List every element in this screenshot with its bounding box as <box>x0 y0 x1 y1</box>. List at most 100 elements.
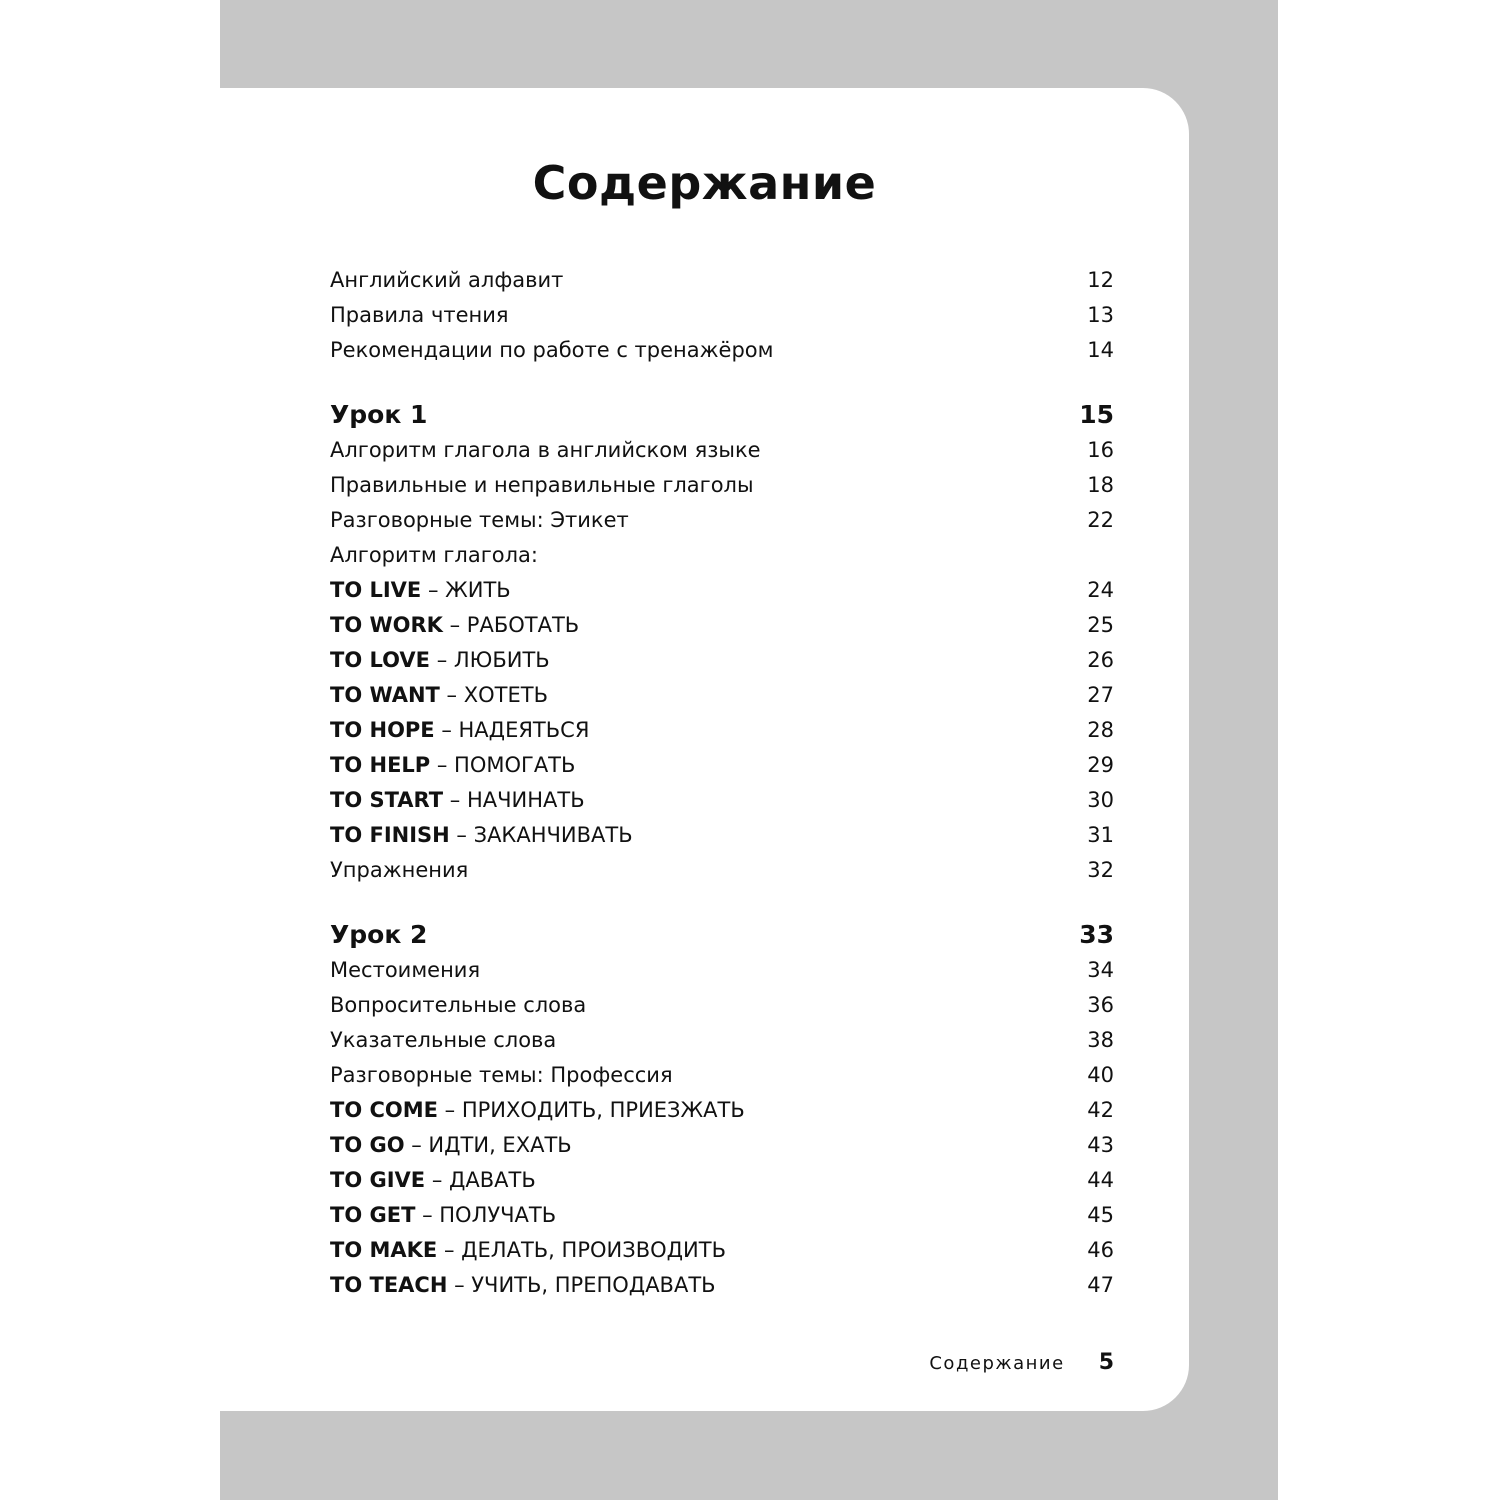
entry-page: 27 <box>1087 682 1114 707</box>
entry-text: – ИДТИ, ЕХАТЬ <box>404 1132 572 1157</box>
entry-title: Правила чтения <box>330 303 509 327</box>
entry-bold-term: TO WORK <box>330 612 443 637</box>
entry-bold-term: TO TEACH <box>330 1272 448 1297</box>
footer-section-name: Содержание <box>929 1353 1065 1374</box>
entry-text: – ПОЛУЧАТЬ <box>415 1202 557 1227</box>
entry-page: 40 <box>1087 1062 1114 1087</box>
entry-page: 43 <box>1087 1132 1114 1157</box>
entry-text: – НАЧИНАТЬ <box>443 787 585 812</box>
entry-title: TO WORK – РАБОТАТЬ <box>330 613 579 637</box>
entry-text: – ХОТЕТЬ <box>439 682 548 707</box>
entry-title: Указательные слова <box>330 1028 556 1052</box>
entry-page: 46 <box>1087 1237 1114 1262</box>
entry-bold-term: TO HOPE <box>330 717 435 742</box>
entry-title: Разговорные темы: Профессия <box>330 1063 673 1087</box>
toc-entry: Правильные и неправильные глаголы 18 <box>330 467 1114 502</box>
entry-title: TO GIVE – ДАВАТЬ <box>330 1168 536 1192</box>
entry-page: 26 <box>1087 647 1114 672</box>
toc-entry: Правила чтения 13 <box>330 297 1114 332</box>
entry-text: Правила чтения <box>330 302 509 327</box>
entry-text: – УЧИТЬ, ПРЕПОДАВАТЬ <box>447 1272 716 1297</box>
entry-bold-term: TO GIVE <box>330 1167 426 1192</box>
entry-title: TO TEACH – УЧИТЬ, ПРЕПОДАВАТЬ <box>330 1273 716 1297</box>
entry-title: Урок 1 <box>330 399 428 429</box>
entry-title: Английский алфавит <box>330 268 563 292</box>
entry-text: Алгоритм глагола: <box>330 542 538 567</box>
entry-page: 42 <box>1087 1097 1114 1122</box>
toc-entry: Упражнения 32 <box>330 852 1114 887</box>
entry-page: 14 <box>1087 337 1114 362</box>
entry-title: TO MAKE – ДЕЛАТЬ, ПРОИЗВОДИТЬ <box>330 1238 726 1262</box>
entry-title: TO HOPE – НАДЕЯТЬСЯ <box>330 718 589 742</box>
entry-page: 47 <box>1087 1272 1114 1297</box>
entry-title: Алгоритм глагола: <box>330 543 538 567</box>
entry-text: Английский алфавит <box>330 267 564 292</box>
toc-entry: TO FINISH – ЗАКАНЧИВАТЬ 31 <box>330 817 1114 852</box>
toc-entry: Английский алфавит 12 <box>330 262 1114 297</box>
entry-bold-term: TO LIVE <box>330 577 422 602</box>
entry-title: Алгоритм глагола в английском языке <box>330 438 761 462</box>
entry-text: Рекомендации по работе с тренажёром <box>330 337 774 362</box>
entry-title: TO GET – ПОЛУЧАТЬ <box>330 1203 556 1227</box>
entry-text: – ПРИХОДИТЬ, ПРИЕЗЖАТЬ <box>438 1097 745 1122</box>
entry-text: – ДЕЛАТЬ, ПРОИЗВОДИТЬ <box>437 1237 726 1262</box>
entry-text: Упражнения <box>330 857 469 882</box>
entry-title: TO START – НАЧИНАТЬ <box>330 788 585 812</box>
entry-text: Разговорные темы: Этикет <box>330 507 629 532</box>
entry-bold-term: TO WANT <box>330 682 440 707</box>
entry-title: Рекомендации по работе с тренажёром <box>330 338 774 362</box>
toc-entry: Местоимения 34 <box>330 952 1114 987</box>
entry-bold-term: TO GET <box>330 1202 416 1227</box>
toc-entry: TO HELP – ПОМОГАТЬ 29 <box>330 747 1114 782</box>
entry-page: 12 <box>1087 267 1114 292</box>
entry-text: Разговорные темы: Профессия <box>330 1062 673 1087</box>
toc-entry: TO GET – ПОЛУЧАТЬ 45 <box>330 1197 1114 1232</box>
toc-entry: TO MAKE – ДЕЛАТЬ, ПРОИЗВОДИТЬ 46 <box>330 1232 1114 1267</box>
entry-page: 32 <box>1087 857 1114 882</box>
page-title: Содержание <box>532 156 877 210</box>
lesson-heading: Урок 2 33 <box>330 916 1114 952</box>
toc-entry: TO GO – ИДТИ, ЕХАТЬ 43 <box>330 1127 1114 1162</box>
entry-page: 44 <box>1087 1167 1114 1192</box>
entry-page: 31 <box>1087 822 1114 847</box>
entry-bold-term: TO COME <box>330 1097 438 1122</box>
entry-text: Местоимения <box>330 957 481 982</box>
toc-entry: TO START – НАЧИНАТЬ 30 <box>330 782 1114 817</box>
toc-entry: Разговорные темы: Профессия 40 <box>330 1057 1114 1092</box>
entry-bold-term: TO HELP <box>330 752 431 777</box>
entry-page: 16 <box>1087 437 1114 462</box>
page-number: 5 <box>1098 1350 1114 1375</box>
toc-entry: TO GIVE – ДАВАТЬ 44 <box>330 1162 1114 1197</box>
table-of-contents: Английский алфавит 12 Правила чтения 13 Реко… <box>330 262 1114 1302</box>
entry-page: 38 <box>1087 1027 1114 1052</box>
entry-page: 28 <box>1087 717 1114 742</box>
toc-entry: TO WANT – ХОТЕТЬ 27 <box>330 677 1114 712</box>
entry-text: – ЖИТЬ <box>421 577 511 602</box>
entry-page: 45 <box>1087 1202 1114 1227</box>
entry-text: Правильные и неправильные глаголы <box>330 472 754 497</box>
toc-entry: Рекомендации по работе с тренажёром 14 <box>330 332 1114 367</box>
entry-title: Местоимения <box>330 958 480 982</box>
toc-entry: TO COME – ПРИХОДИТЬ, ПРИЕЗЖАТЬ 42 <box>330 1092 1114 1127</box>
toc-entry: TO HOPE – НАДЕЯТЬСЯ 28 <box>330 712 1114 747</box>
entry-text: – ЗАКАНЧИВАТЬ <box>449 822 633 847</box>
entry-page: 22 <box>1087 507 1114 532</box>
entry-text: – РАБОТАТЬ <box>442 612 580 637</box>
entry-page: 34 <box>1087 957 1114 982</box>
entry-title: TO HELP – ПОМОГАТЬ <box>330 753 575 777</box>
entry-title: TO LOVE – ЛЮБИТЬ <box>330 648 550 672</box>
entry-title: Правильные и неправильные глаголы <box>330 473 754 497</box>
entry-page: 13 <box>1087 302 1114 327</box>
entry-page: 30 <box>1087 787 1114 812</box>
entry-title: TO FINISH – ЗАКАНЧИВАТЬ <box>330 823 633 847</box>
entry-bold-term: TO MAKE <box>330 1237 438 1262</box>
lesson-heading: Урок 1 15 <box>330 396 1114 432</box>
entry-title: TO COME – ПРИХОДИТЬ, ПРИЕЗЖАТЬ <box>330 1098 745 1122</box>
entry-page: 18 <box>1087 472 1114 497</box>
book-page: Содержание Английский алфавит 12 Правила ч… <box>220 88 1189 1411</box>
entry-page: 29 <box>1087 752 1114 777</box>
entry-page: 15 <box>1079 399 1114 429</box>
entry-text: – ЛЮБИТЬ <box>430 647 550 672</box>
toc-entry: Указательные слова 38 <box>330 1022 1114 1057</box>
entry-title: TO LIVE – ЖИТЬ <box>330 578 511 602</box>
